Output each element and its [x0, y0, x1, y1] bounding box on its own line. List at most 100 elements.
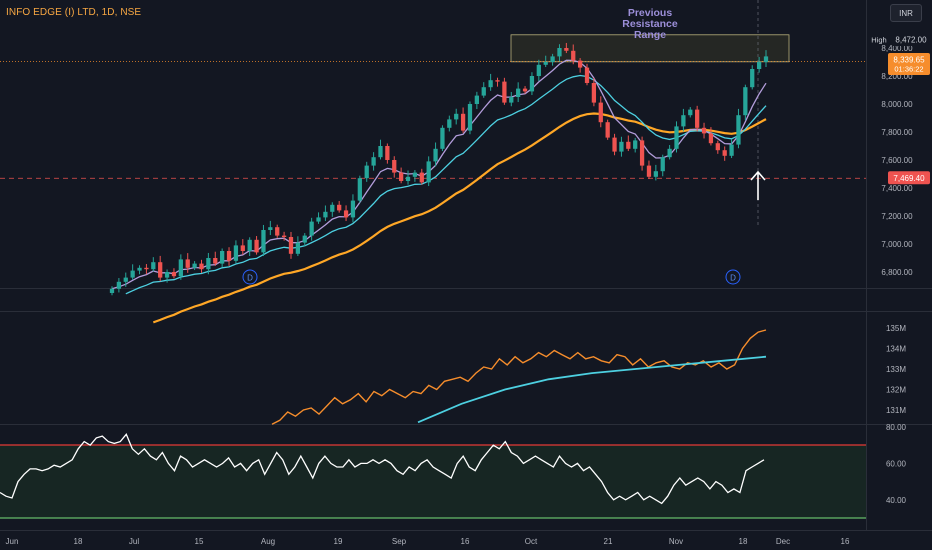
candle [281, 235, 287, 237]
candle [164, 272, 170, 278]
symbol-title[interactable]: INFO EDGE (I) LTD, 1D, NSE [6, 7, 142, 18]
annotation-line-3: Range [634, 29, 666, 41]
candle [137, 267, 142, 271]
candle [543, 62, 548, 65]
time-axis-label: 19 [334, 537, 343, 546]
candle [516, 88, 521, 97]
axes: 8,400.00 8,200.00 8,000.00 7,800.00 7,600.00… [6, 33, 930, 546]
rs-tick-label: 134M [886, 345, 906, 354]
currency-button[interactable]: INR [890, 4, 922, 22]
price-tick-label: 8,000.00 [881, 100, 913, 109]
candle [268, 227, 273, 230]
dividend-marker-label: D [730, 274, 736, 283]
candle [736, 115, 741, 145]
support-price-value: 7,469.40 [893, 174, 925, 183]
candle [412, 172, 418, 177]
candle [440, 127, 445, 149]
time-axis-label: 15 [195, 537, 204, 546]
rsi-line [0, 433, 765, 505]
candle [495, 80, 500, 82]
candle [178, 259, 183, 277]
rs-tick-label: 135M [886, 324, 906, 333]
price-tick-label: 7,800.00 [881, 128, 913, 137]
candle [192, 263, 197, 268]
annotation-line-1: Previous [628, 7, 673, 19]
pane-gap [0, 288, 932, 312]
candle [247, 239, 252, 251]
candle [233, 245, 239, 261]
candle [371, 157, 376, 166]
candle [419, 172, 424, 183]
candle [185, 259, 190, 268]
candle [130, 270, 135, 278]
candle [357, 178, 362, 201]
candle [695, 109, 700, 128]
candle [598, 102, 603, 123]
candle [756, 62, 762, 69]
candle [674, 126, 679, 149]
candle [426, 161, 431, 183]
relative-strength-pane[interactable] [271, 329, 767, 425]
candle [158, 262, 163, 278]
candle [316, 217, 321, 222]
candle [653, 171, 658, 177]
candle [392, 160, 397, 173]
candle [302, 235, 307, 243]
candle [323, 211, 328, 218]
rs-ma-line [417, 355, 767, 424]
candle [123, 277, 128, 282]
candle [206, 258, 211, 270]
candle [688, 109, 693, 116]
rsi-tick-label: 60.00 [886, 459, 907, 468]
candle [330, 204, 335, 212]
candle [309, 221, 314, 236]
candle [295, 242, 301, 254]
candles[interactable] [109, 42, 769, 296]
candle [591, 83, 597, 103]
candle [109, 288, 115, 293]
time-axis-label: Nov [669, 537, 683, 546]
price-tick-label: 7,600.00 [881, 156, 913, 165]
candle [378, 146, 383, 158]
candle [433, 148, 438, 162]
candle [577, 60, 583, 68]
time-axis-label: Oct [525, 537, 538, 546]
dividend-marker-icon [242, 269, 258, 285]
candle [646, 165, 652, 177]
candle [743, 87, 748, 116]
candle [708, 133, 714, 144]
candle [488, 80, 493, 88]
candle [447, 119, 452, 128]
candle [701, 127, 707, 134]
candle [612, 137, 617, 152]
candle [254, 239, 259, 253]
candle [619, 141, 624, 152]
time-axis-label: 18 [739, 537, 748, 546]
candle [481, 87, 486, 96]
candle [633, 140, 638, 149]
candle [509, 97, 514, 103]
candle [715, 143, 720, 151]
price-tick-label: 7,000.00 [881, 240, 913, 249]
candle [144, 267, 149, 270]
candle [220, 251, 225, 264]
candle [584, 67, 590, 83]
countdown-timer: 01:36:22 [894, 65, 923, 74]
candle [467, 104, 473, 131]
rsi-pane[interactable] [0, 433, 866, 519]
candle [571, 50, 576, 61]
support-price-tag [888, 171, 930, 185]
time-axis-label: Jun [6, 537, 19, 546]
candle [474, 95, 479, 104]
candle [557, 48, 562, 57]
moving-averages [111, 59, 767, 324]
last-price-value: 8,339.65 [893, 56, 925, 65]
high-tag: High [871, 36, 886, 45]
time-axis-label: Jul [129, 537, 139, 546]
candle [343, 210, 349, 218]
candle [750, 69, 755, 88]
high-value: 8,472.00 [895, 36, 927, 45]
price-tick-label: 8,400.00 [881, 44, 913, 53]
candle [364, 165, 369, 179]
